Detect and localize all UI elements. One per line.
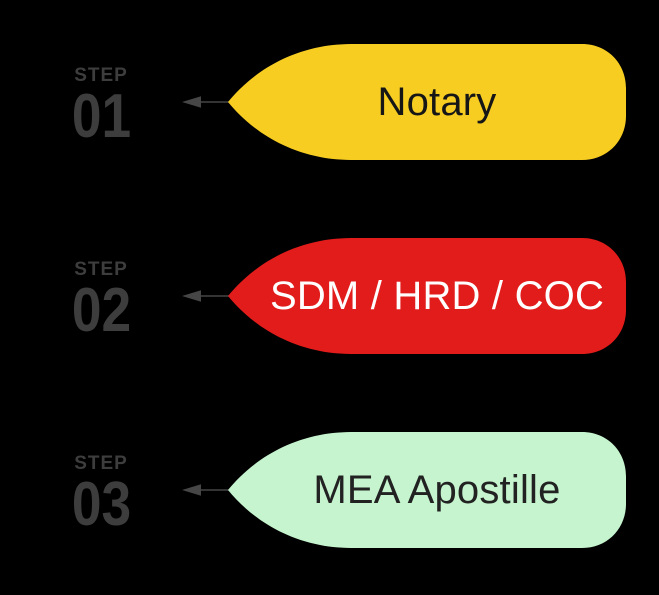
step-word: STEP bbox=[74, 64, 128, 86]
step-label-group-3: STEP 03 bbox=[64, 430, 138, 550]
step-label-group-2: STEP 02 bbox=[64, 236, 138, 356]
left-arrow-icon bbox=[182, 484, 230, 496]
step-number: 02 bbox=[71, 275, 131, 345]
step-banner-label: SDM / HRD / COC bbox=[269, 273, 605, 318]
step-banner-label: MEA Apostille bbox=[313, 467, 561, 512]
step-banner-shape bbox=[228, 238, 626, 354]
step-word: STEP bbox=[74, 258, 128, 280]
step-number: 01 bbox=[71, 81, 131, 151]
step-banner-label: Notary bbox=[377, 79, 497, 124]
left-arrow-icon bbox=[182, 96, 230, 108]
step-banner-shape bbox=[228, 432, 626, 548]
step-row-1: STEP 01 Notary bbox=[0, 42, 659, 162]
step-number: 03 bbox=[71, 469, 131, 539]
step-banner-shape bbox=[228, 44, 626, 160]
left-arrow-icon bbox=[182, 290, 230, 302]
step-label-group-1: STEP 01 bbox=[64, 42, 138, 162]
step-word: STEP bbox=[74, 452, 128, 474]
step-row-3: STEP 03 MEA Apostille bbox=[0, 430, 659, 550]
step-row-2: STEP 02 SDM / HRD / COC bbox=[0, 236, 659, 356]
